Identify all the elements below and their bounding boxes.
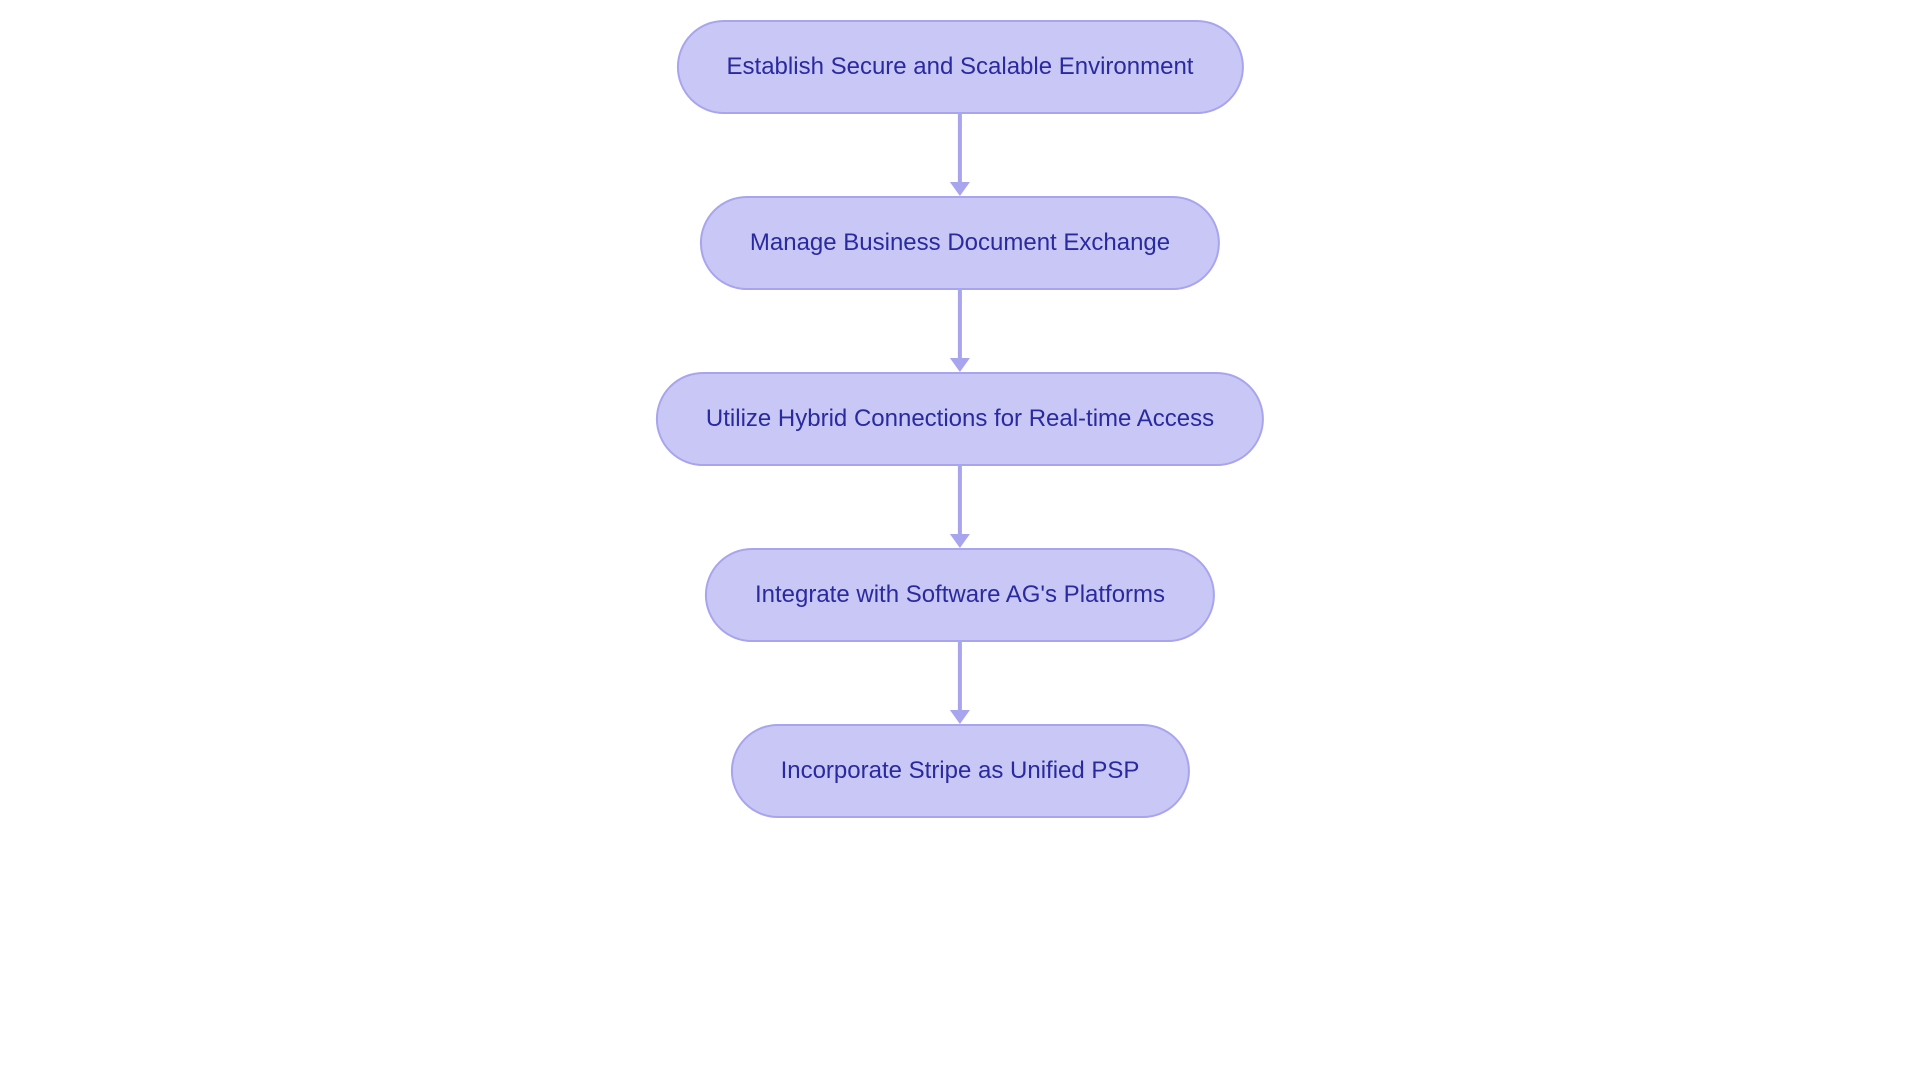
flowchart-node: Manage Business Document Exchange (700, 196, 1220, 290)
arrow-head-icon (950, 710, 970, 724)
flowchart-arrow (950, 114, 970, 196)
arrow-head-icon (950, 358, 970, 372)
arrow-head-icon (950, 182, 970, 196)
flowchart-node: Integrate with Software AG's Platforms (705, 548, 1215, 642)
arrow-line (958, 114, 962, 182)
arrow-line (958, 642, 962, 710)
flowchart-node-label: Integrate with Software AG's Platforms (755, 581, 1165, 609)
flowchart-node: Utilize Hybrid Connections for Real-time… (656, 372, 1264, 466)
flowchart-node-label: Establish Secure and Scalable Environmen… (727, 53, 1194, 81)
arrow-head-icon (950, 534, 970, 548)
flowchart-arrow (950, 290, 970, 372)
flowchart-node-label: Manage Business Document Exchange (750, 229, 1170, 257)
flowchart-node-label: Utilize Hybrid Connections for Real-time… (706, 405, 1214, 433)
flowchart-arrow (950, 466, 970, 548)
arrow-line (958, 290, 962, 358)
flowchart-node: Incorporate Stripe as Unified PSP (731, 724, 1190, 818)
flowchart-node: Establish Secure and Scalable Environmen… (677, 20, 1244, 114)
arrow-line (958, 466, 962, 534)
flowchart-node-label: Incorporate Stripe as Unified PSP (781, 757, 1140, 785)
flowchart-container: Establish Secure and Scalable Environmen… (656, 20, 1264, 818)
flowchart-arrow (950, 642, 970, 724)
